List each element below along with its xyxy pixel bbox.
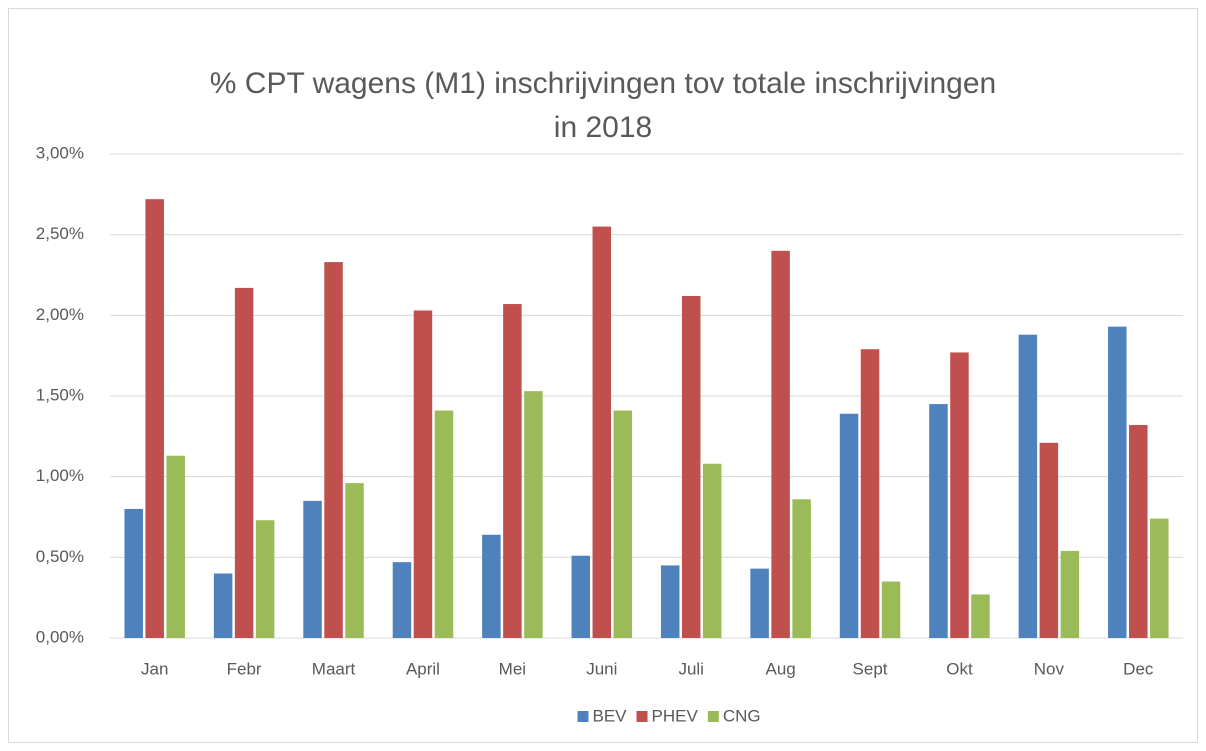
bar	[613, 410, 633, 638]
bar	[771, 250, 790, 639]
x-tick-label: Febr	[227, 659, 262, 678]
bar	[303, 500, 322, 638]
bar	[1060, 550, 1080, 638]
chart-title: % CPT wagens (M1) inschrijvingen tov tot…	[209, 67, 997, 144]
bar	[950, 352, 969, 638]
x-tick-label: Aug	[766, 659, 796, 678]
bar	[660, 565, 680, 638]
y-tick-label: 2,00%	[36, 305, 84, 324]
x-tick-label: April	[406, 659, 440, 678]
x-tick-label: Mei	[499, 659, 526, 678]
bar	[255, 520, 275, 638]
y-tick-label: 2,50%	[36, 224, 84, 243]
bar	[792, 499, 811, 638]
legend-swatch	[707, 711, 719, 722]
bar	[681, 295, 701, 638]
y-tick-label: 0,50%	[36, 547, 84, 566]
y-tick-label: 1,00%	[36, 466, 84, 485]
x-tick-label: Maart	[312, 659, 356, 678]
bar	[324, 262, 343, 638]
bar	[971, 594, 990, 638]
x-tick-label: Sept	[853, 659, 888, 678]
bar	[592, 226, 612, 638]
bar	[503, 304, 522, 638]
bar	[145, 199, 164, 638]
legend-label: BEV	[593, 706, 628, 725]
bar	[1108, 326, 1127, 638]
bar	[482, 534, 501, 638]
bar	[524, 391, 543, 638]
chart-border	[8, 8, 1198, 743]
legend-swatch	[636, 711, 648, 722]
x-tick-label: Okt	[946, 659, 973, 678]
bar	[166, 455, 185, 638]
legend-label: CNG	[723, 706, 761, 725]
bar	[1150, 518, 1169, 638]
y-tick-label: 1,50%	[36, 385, 84, 404]
x-tick-label: Nov	[1034, 659, 1065, 678]
bar	[750, 568, 769, 638]
bar	[392, 562, 412, 638]
bar	[434, 410, 454, 638]
y-tick-label: 3,00%	[36, 143, 84, 162]
bar	[234, 287, 254, 638]
bar	[345, 483, 364, 638]
x-tick-label: Jan	[141, 659, 168, 678]
legend-label: PHEV	[652, 706, 699, 725]
x-tick-label: Juli	[678, 659, 704, 678]
bar	[124, 508, 143, 638]
x-tick-label: Juni	[586, 659, 617, 678]
bar	[1039, 442, 1059, 638]
bar	[1018, 334, 1038, 638]
bar	[929, 404, 948, 638]
bar	[860, 349, 880, 638]
legend-swatch	[577, 711, 589, 722]
bar	[571, 555, 591, 638]
bar	[702, 463, 722, 638]
bar	[881, 581, 901, 638]
bar	[1129, 425, 1148, 638]
bar	[213, 573, 233, 638]
bar	[413, 310, 433, 638]
y-tick-label: 0,00%	[36, 627, 84, 646]
bar	[839, 413, 859, 638]
x-tick-label: Dec	[1123, 659, 1154, 678]
